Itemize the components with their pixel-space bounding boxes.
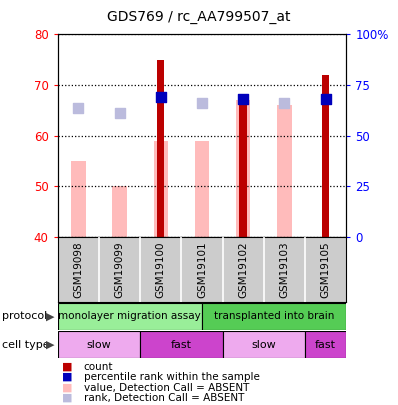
Bar [277,105,292,237]
Point [75,104,82,111]
Bar [222,331,305,358]
Bar [195,141,209,237]
Bar [322,75,330,237]
Text: count: count [84,362,113,371]
Text: fast: fast [315,340,336,350]
Text: transplanted into brain: transplanted into brain [214,311,334,321]
Point [199,100,205,106]
Bar [140,331,222,358]
Text: protocol: protocol [2,311,47,321]
Point [158,94,164,100]
Point [322,96,329,102]
Bar [58,331,140,358]
Text: fast: fast [171,340,192,350]
Text: cell type: cell type [2,340,50,350]
Point [281,100,288,106]
Text: slow: slow [252,340,276,350]
Text: ■: ■ [62,372,72,382]
Point [116,110,123,116]
Bar [58,303,202,330]
Bar [112,186,127,237]
Bar [240,100,247,237]
Text: ■: ■ [62,393,72,403]
Text: ■: ■ [62,383,72,392]
Bar [236,100,250,237]
Text: GSM19098: GSM19098 [73,241,83,298]
Text: slow: slow [86,340,111,350]
Text: GSM19103: GSM19103 [279,241,289,298]
Text: GSM19099: GSM19099 [115,241,125,298]
Text: monolayer migration assay: monolayer migration assay [59,311,201,321]
Bar [154,141,168,237]
Bar [305,331,346,358]
Text: GDS769 / rc_AA799507_at: GDS769 / rc_AA799507_at [107,10,291,24]
Text: ▶: ▶ [46,311,54,321]
Text: ▶: ▶ [46,340,54,350]
Bar [157,60,164,237]
Text: value, Detection Call = ABSENT: value, Detection Call = ABSENT [84,383,249,392]
Text: GSM19102: GSM19102 [238,241,248,298]
Text: GSM19101: GSM19101 [197,241,207,298]
Text: ■: ■ [62,362,72,371]
Text: GSM19100: GSM19100 [156,241,166,298]
Bar [202,303,346,330]
Text: GSM19105: GSM19105 [321,241,331,298]
Text: rank, Detection Call = ABSENT: rank, Detection Call = ABSENT [84,393,244,403]
Text: percentile rank within the sample: percentile rank within the sample [84,372,259,382]
Point [240,96,246,102]
Bar [71,161,86,237]
